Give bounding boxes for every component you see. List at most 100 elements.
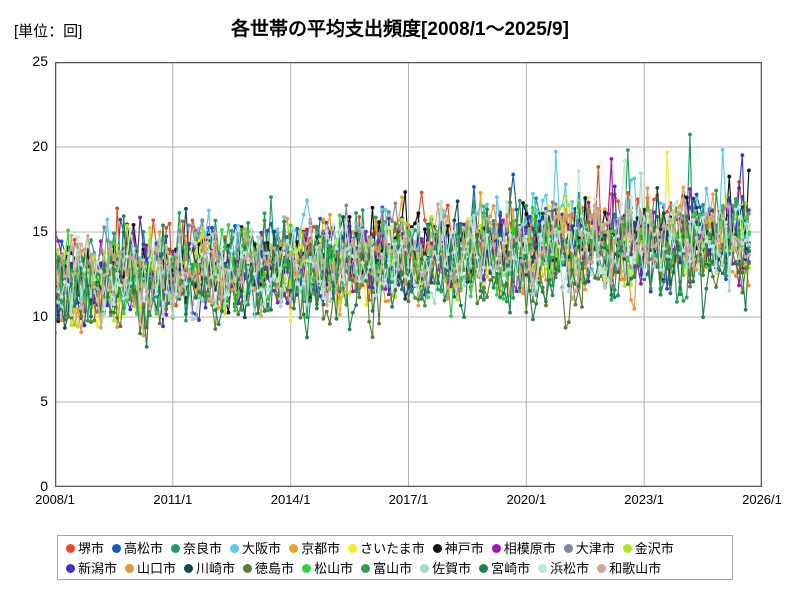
series-marker (553, 266, 558, 271)
series-marker (184, 292, 188, 297)
series-marker (452, 250, 457, 255)
legend-item-高松市[interactable]: 高松市 (112, 542, 163, 555)
series-marker (341, 248, 345, 253)
series-marker (112, 318, 116, 323)
legend-item-堺市[interactable]: 堺市 (66, 542, 104, 555)
series-marker (220, 247, 224, 251)
series-marker (413, 295, 417, 300)
series-marker (157, 297, 162, 301)
series-marker (406, 254, 411, 259)
series-marker (98, 269, 103, 274)
series-marker (691, 279, 696, 284)
legend-item-宮崎市[interactable]: 宮崎市 (479, 562, 530, 575)
legend-item-佐賀市[interactable]: 佐賀市 (420, 562, 471, 575)
series-marker (193, 270, 198, 274)
legend-item-山口市[interactable]: 山口市 (125, 562, 176, 575)
series-marker (426, 256, 431, 261)
series-marker (445, 252, 450, 257)
series-marker (694, 205, 699, 210)
series-marker (334, 246, 339, 251)
series-marker (671, 264, 676, 268)
legend-item-和歌山市[interactable]: 和歌山市 (597, 562, 661, 575)
series-marker (481, 297, 486, 302)
legend-item-川崎市[interactable]: 川崎市 (184, 562, 235, 575)
series-marker (108, 292, 113, 297)
series-marker (357, 215, 362, 219)
legend-item-松山市[interactable]: 松山市 (302, 562, 353, 575)
legend-item-新潟市[interactable]: 新潟市 (66, 562, 117, 575)
series-marker (311, 263, 316, 268)
series-marker (226, 299, 231, 304)
series-marker (373, 293, 378, 298)
series-marker (59, 253, 64, 258)
series-marker (530, 268, 535, 273)
series-marker (416, 276, 421, 281)
series-marker (593, 275, 597, 280)
legend-item-浜松市[interactable]: 浜松市 (538, 562, 589, 575)
series-marker (527, 288, 532, 293)
series-marker (720, 263, 725, 268)
series-marker (668, 254, 673, 259)
legend-item-神戸市[interactable]: 神戸市 (432, 542, 484, 555)
series-marker (390, 280, 395, 284)
series-marker (403, 296, 408, 301)
series-marker (314, 224, 319, 229)
series-marker (82, 248, 87, 253)
series-marker (521, 222, 525, 227)
series-marker (534, 208, 539, 213)
series-marker (269, 243, 273, 248)
series-marker (488, 278, 493, 282)
series-marker (422, 280, 427, 285)
series-marker (720, 243, 725, 247)
series-marker (485, 207, 489, 212)
series-marker (442, 298, 447, 303)
series-marker (475, 274, 480, 279)
series-marker (553, 237, 558, 242)
series-marker (242, 256, 247, 261)
series-marker (383, 281, 388, 286)
series-marker (295, 240, 300, 244)
series-marker (547, 255, 552, 260)
series-marker (570, 268, 575, 272)
series-marker (671, 233, 676, 238)
legend-item-さいたま市[interactable]: さいたま市 (348, 542, 425, 555)
legend-item-大津市[interactable]: 大津市 (563, 542, 615, 555)
series-marker (550, 209, 555, 213)
series-marker (229, 279, 234, 283)
series-marker (301, 231, 306, 235)
legend-item-金沢市[interactable]: 金沢市 (622, 542, 674, 555)
series-marker (164, 234, 169, 239)
legend-item-京都市[interactable]: 京都市 (289, 542, 340, 555)
series-marker (292, 225, 296, 230)
series-marker (383, 208, 388, 212)
series-marker (380, 286, 385, 291)
series-marker (648, 286, 653, 291)
series-marker (629, 297, 633, 302)
series-marker (272, 273, 277, 278)
legend-item-富山市[interactable]: 富山市 (361, 562, 412, 575)
legend-item-大阪市[interactable]: 大阪市 (230, 542, 281, 555)
legend-label: 京都市 (301, 540, 341, 556)
series-marker (665, 215, 669, 219)
series-marker (566, 271, 571, 275)
series-marker (665, 232, 669, 237)
series-marker (148, 306, 152, 311)
series-marker (180, 219, 185, 224)
legend-item-相模原市[interactable]: 相模原市 (491, 542, 556, 555)
series-marker (105, 269, 110, 274)
series-marker (589, 213, 594, 218)
series-marker (66, 272, 70, 277)
series-marker (740, 262, 745, 267)
series-marker (197, 318, 201, 323)
series-marker (275, 300, 280, 305)
series-marker (406, 223, 411, 227)
series-marker (305, 250, 309, 255)
series-marker (331, 284, 336, 289)
legend-item-奈良市[interactable]: 奈良市 (171, 542, 222, 555)
legend-item-徳島市[interactable]: 徳島市 (243, 562, 294, 575)
series-marker (540, 198, 545, 203)
series-marker (252, 242, 257, 247)
series-marker (747, 222, 751, 227)
series-marker (521, 201, 525, 206)
series-marker (544, 193, 548, 198)
